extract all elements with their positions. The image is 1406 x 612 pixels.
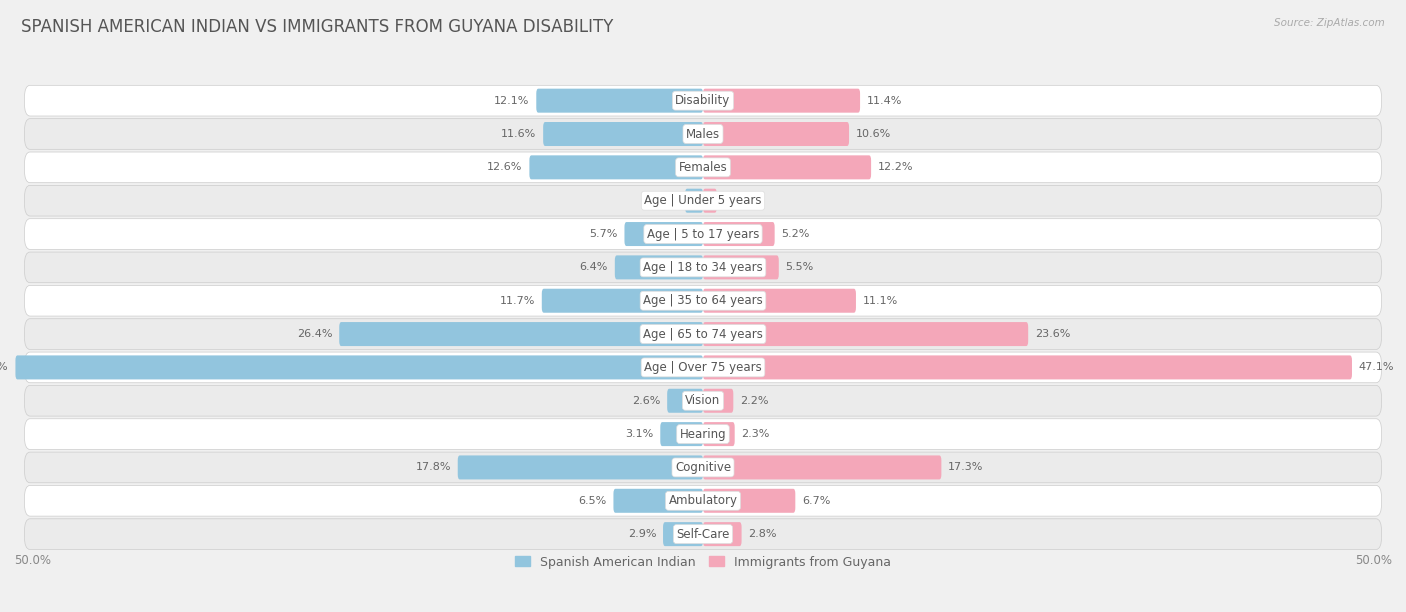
- Text: 12.2%: 12.2%: [877, 162, 914, 173]
- Text: 17.8%: 17.8%: [415, 463, 451, 472]
- FancyBboxPatch shape: [541, 289, 703, 313]
- FancyBboxPatch shape: [703, 356, 1353, 379]
- Text: SPANISH AMERICAN INDIAN VS IMMIGRANTS FROM GUYANA DISABILITY: SPANISH AMERICAN INDIAN VS IMMIGRANTS FR…: [21, 18, 613, 36]
- Text: Disability: Disability: [675, 94, 731, 107]
- Text: 50.0%: 50.0%: [1355, 554, 1392, 567]
- Text: 11.7%: 11.7%: [499, 296, 534, 306]
- FancyBboxPatch shape: [703, 155, 872, 179]
- Text: 50.0%: 50.0%: [14, 554, 51, 567]
- FancyBboxPatch shape: [24, 352, 1382, 382]
- FancyBboxPatch shape: [613, 489, 703, 513]
- FancyBboxPatch shape: [664, 522, 703, 546]
- FancyBboxPatch shape: [24, 485, 1382, 516]
- FancyBboxPatch shape: [24, 419, 1382, 449]
- Text: Males: Males: [686, 127, 720, 141]
- Text: Age | 18 to 34 years: Age | 18 to 34 years: [643, 261, 763, 274]
- Text: Age | 65 to 74 years: Age | 65 to 74 years: [643, 327, 763, 340]
- FancyBboxPatch shape: [703, 322, 1028, 346]
- Text: 12.6%: 12.6%: [486, 162, 523, 173]
- FancyBboxPatch shape: [703, 422, 735, 446]
- Text: 2.2%: 2.2%: [740, 396, 769, 406]
- Text: 11.6%: 11.6%: [501, 129, 536, 139]
- FancyBboxPatch shape: [458, 455, 703, 479]
- Text: 5.2%: 5.2%: [782, 229, 810, 239]
- FancyBboxPatch shape: [703, 188, 717, 213]
- Text: 47.1%: 47.1%: [1358, 362, 1395, 373]
- FancyBboxPatch shape: [543, 122, 703, 146]
- FancyBboxPatch shape: [24, 386, 1382, 416]
- Text: 6.7%: 6.7%: [803, 496, 831, 506]
- Text: Vision: Vision: [685, 394, 721, 407]
- Text: 49.9%: 49.9%: [0, 362, 8, 373]
- FancyBboxPatch shape: [668, 389, 703, 412]
- FancyBboxPatch shape: [614, 255, 703, 280]
- Text: 12.1%: 12.1%: [494, 95, 530, 106]
- FancyBboxPatch shape: [24, 152, 1382, 183]
- FancyBboxPatch shape: [703, 122, 849, 146]
- Text: Ambulatory: Ambulatory: [668, 494, 738, 507]
- FancyBboxPatch shape: [24, 285, 1382, 316]
- Text: 2.8%: 2.8%: [748, 529, 778, 539]
- FancyBboxPatch shape: [15, 356, 703, 379]
- Text: 23.6%: 23.6%: [1035, 329, 1070, 339]
- Text: 2.3%: 2.3%: [741, 429, 770, 439]
- FancyBboxPatch shape: [703, 222, 775, 246]
- Text: Age | 5 to 17 years: Age | 5 to 17 years: [647, 228, 759, 241]
- FancyBboxPatch shape: [24, 452, 1382, 483]
- FancyBboxPatch shape: [703, 489, 796, 513]
- Text: 5.5%: 5.5%: [786, 263, 814, 272]
- Text: Source: ZipAtlas.com: Source: ZipAtlas.com: [1274, 18, 1385, 28]
- Text: 1.0%: 1.0%: [724, 196, 752, 206]
- FancyBboxPatch shape: [661, 422, 703, 446]
- Text: 26.4%: 26.4%: [297, 329, 332, 339]
- Text: 2.9%: 2.9%: [627, 529, 657, 539]
- Text: 11.4%: 11.4%: [868, 95, 903, 106]
- Text: Cognitive: Cognitive: [675, 461, 731, 474]
- FancyBboxPatch shape: [24, 319, 1382, 349]
- FancyBboxPatch shape: [703, 255, 779, 280]
- Text: 3.1%: 3.1%: [626, 429, 654, 439]
- Text: 2.6%: 2.6%: [631, 396, 661, 406]
- Legend: Spanish American Indian, Immigrants from Guyana: Spanish American Indian, Immigrants from…: [510, 551, 896, 573]
- Text: 5.7%: 5.7%: [589, 229, 617, 239]
- FancyBboxPatch shape: [24, 119, 1382, 149]
- Text: Age | Over 75 years: Age | Over 75 years: [644, 361, 762, 374]
- FancyBboxPatch shape: [339, 322, 703, 346]
- Text: 17.3%: 17.3%: [948, 463, 984, 472]
- FancyBboxPatch shape: [24, 85, 1382, 116]
- FancyBboxPatch shape: [703, 455, 942, 479]
- FancyBboxPatch shape: [536, 89, 703, 113]
- FancyBboxPatch shape: [703, 89, 860, 113]
- FancyBboxPatch shape: [24, 185, 1382, 216]
- FancyBboxPatch shape: [685, 188, 703, 213]
- FancyBboxPatch shape: [24, 519, 1382, 550]
- FancyBboxPatch shape: [703, 389, 734, 412]
- Text: Age | 35 to 64 years: Age | 35 to 64 years: [643, 294, 763, 307]
- FancyBboxPatch shape: [24, 218, 1382, 249]
- Text: Self-Care: Self-Care: [676, 528, 730, 540]
- FancyBboxPatch shape: [24, 252, 1382, 283]
- FancyBboxPatch shape: [624, 222, 703, 246]
- Text: 1.3%: 1.3%: [650, 196, 678, 206]
- Text: 6.5%: 6.5%: [578, 496, 606, 506]
- Text: Hearing: Hearing: [679, 428, 727, 441]
- Text: 10.6%: 10.6%: [856, 129, 891, 139]
- Text: Age | Under 5 years: Age | Under 5 years: [644, 194, 762, 207]
- Text: 6.4%: 6.4%: [579, 263, 607, 272]
- FancyBboxPatch shape: [703, 289, 856, 313]
- Text: 11.1%: 11.1%: [863, 296, 898, 306]
- FancyBboxPatch shape: [530, 155, 703, 179]
- Text: Females: Females: [679, 161, 727, 174]
- FancyBboxPatch shape: [703, 522, 741, 546]
